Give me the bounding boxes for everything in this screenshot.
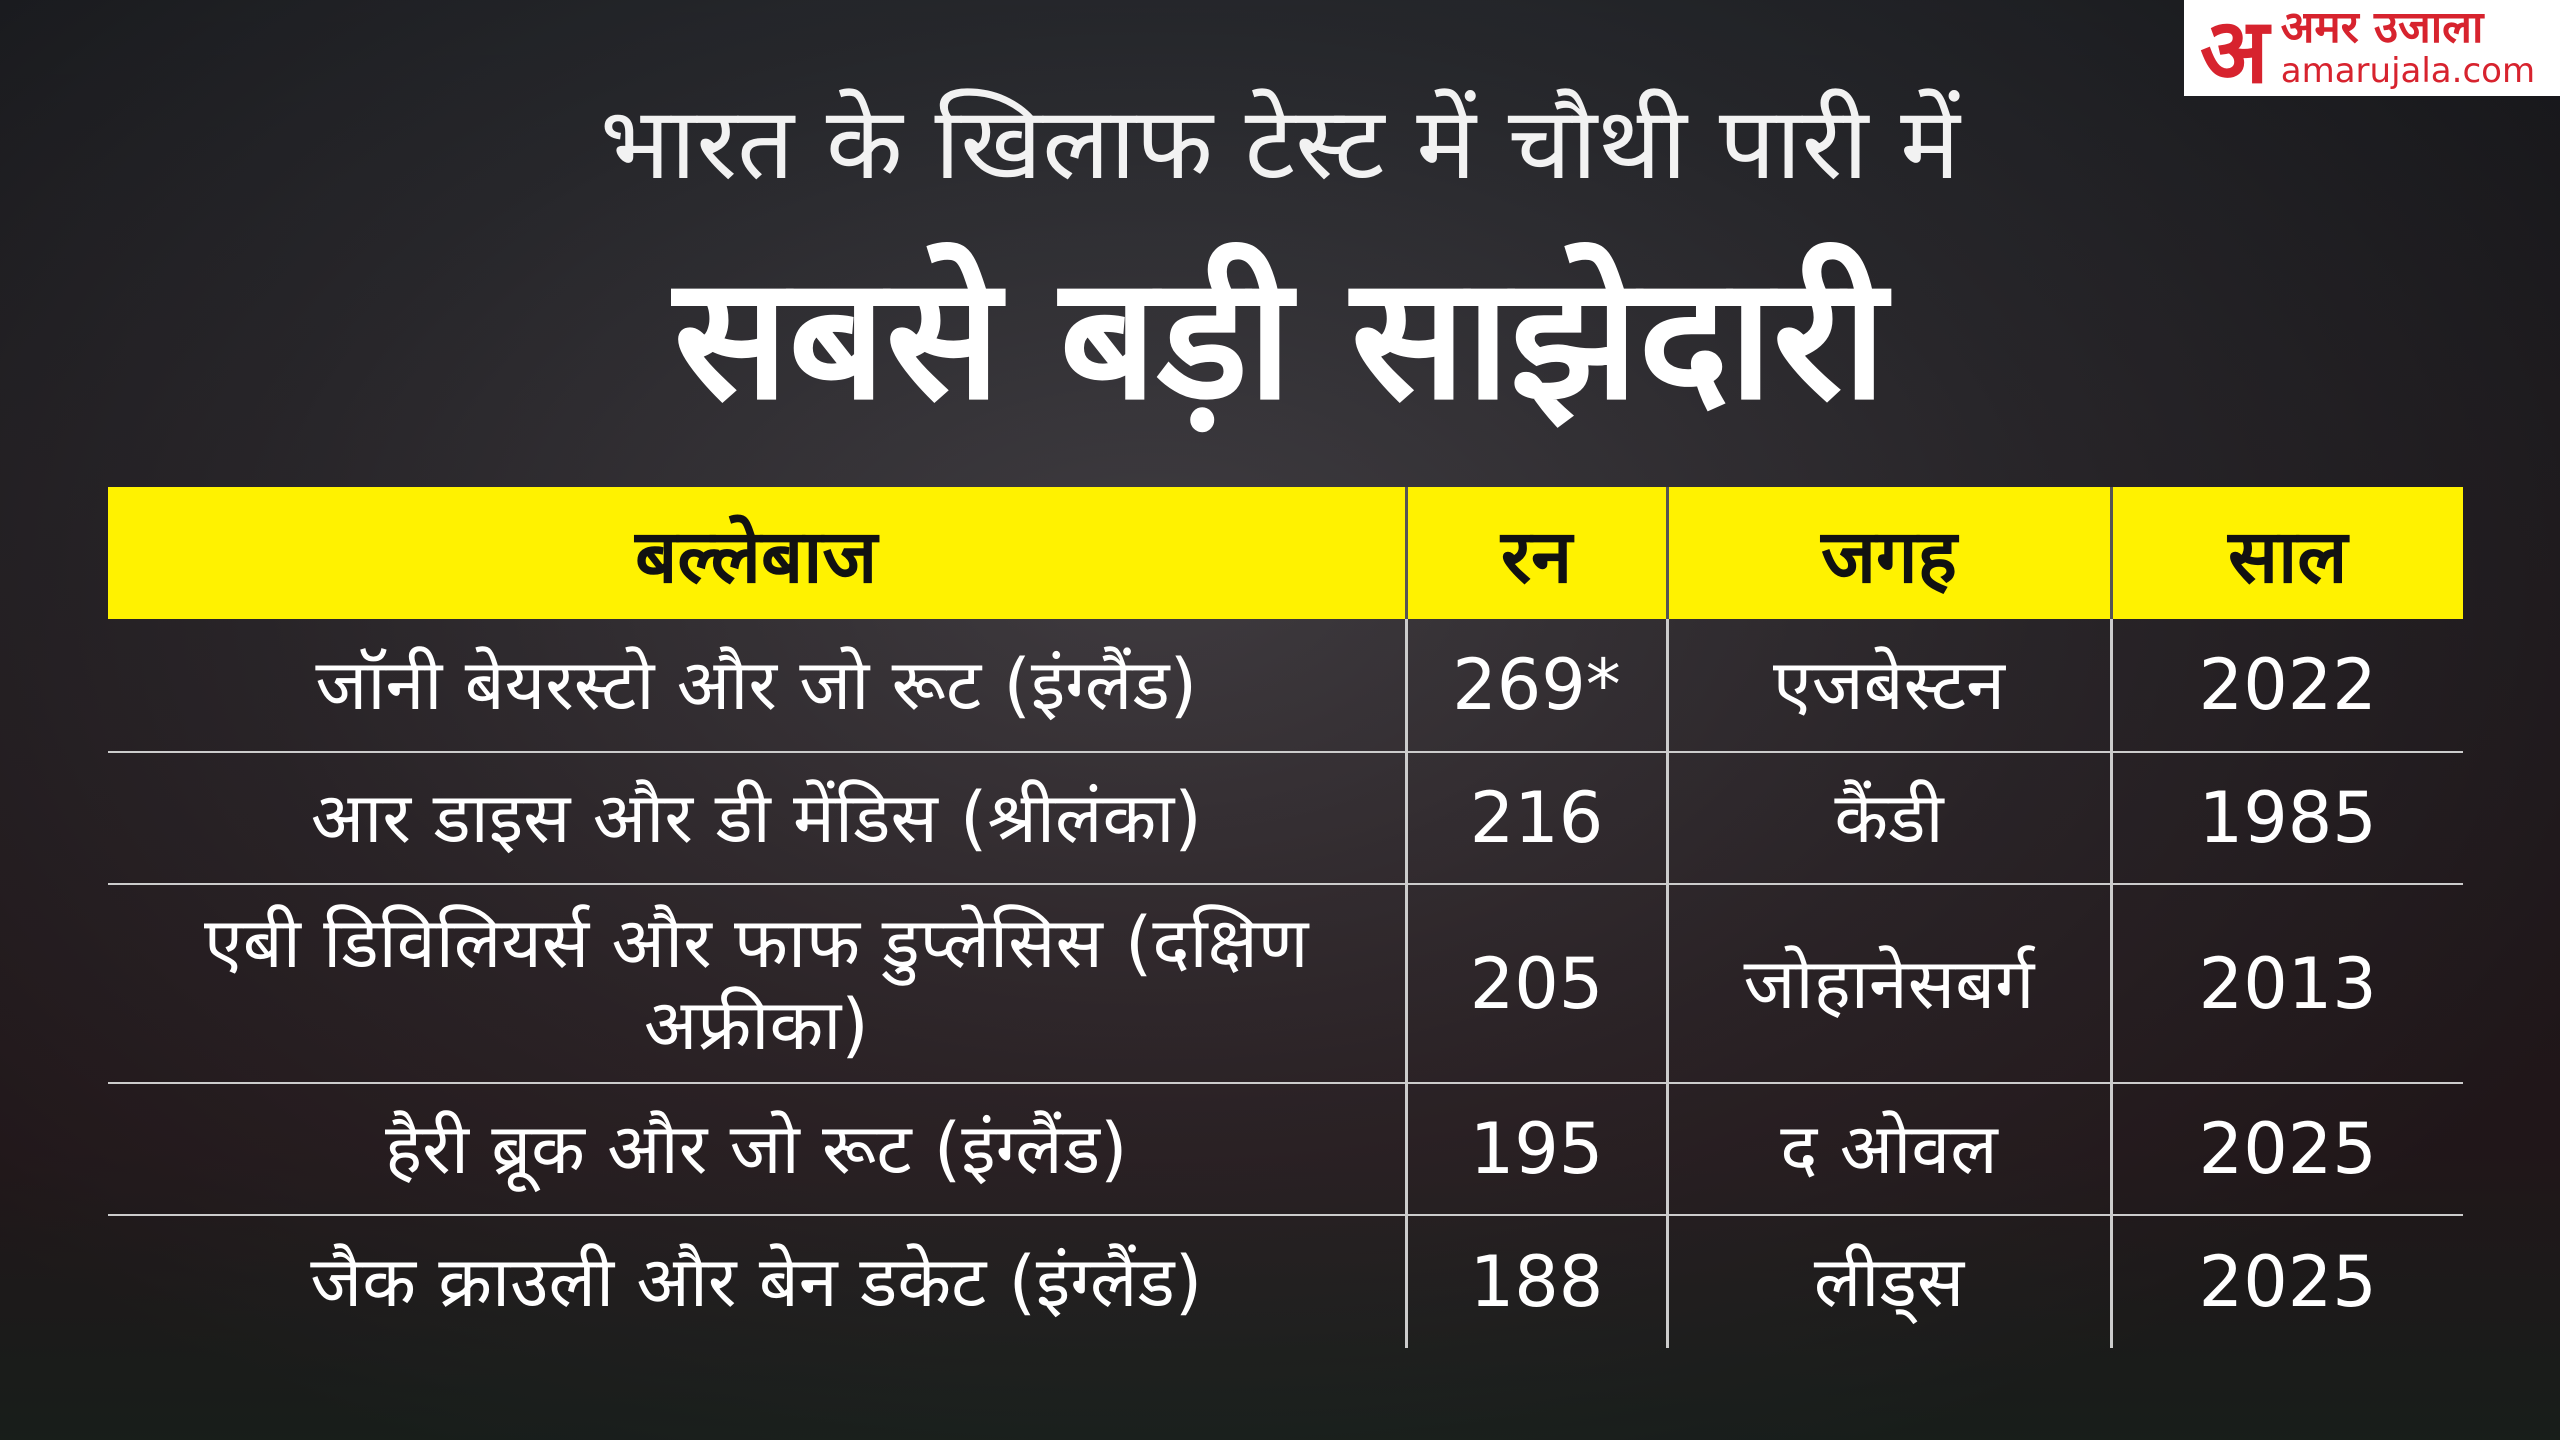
column-header: रन: [1406, 487, 1669, 619]
table-cell: 2013: [2111, 884, 2463, 1084]
table-row: आर डाइस और डी मेंडिस (श्रीलंका) 216 कैंडी 1…: [108, 752, 2463, 885]
logo-mark: अ: [2200, 0, 2269, 104]
table-cell: कैंडी: [1667, 752, 2113, 885]
header-row: बल्लेबाज रन जगह साल: [108, 487, 2463, 619]
subtitle: भारत के खिलाफ टेस्ट में चौथी पारी में: [600, 85, 1960, 202]
table-cell: हैरी ब्रूक और जो रूट (इंग्लैंड): [108, 1083, 1408, 1216]
table: बल्लेबाज रन जगह साल जॉनी बेयरस्टो और जो रूट…: [108, 487, 2463, 1348]
table-cell: जैक क्राउली और बेन डकेट (इंग्लैंड): [108, 1215, 1408, 1348]
table-cell: एजबेस्टन: [1667, 619, 2113, 753]
table-body: जॉनी बेयरस्टो और जो रूट (इंग्लैंड) 269* एज…: [108, 619, 2463, 1348]
table-cell: 195: [1406, 1083, 1669, 1216]
table-cell: 2025: [2111, 1083, 2463, 1216]
table-cell: 2022: [2111, 619, 2463, 753]
table-cell: एबी डिविलियर्स और फाफ डुप्लेसिस (दक्षिण …: [108, 884, 1408, 1084]
table-row: जैक क्राउली और बेन डकेट (इंग्लैंड) 188 लीड…: [108, 1215, 2463, 1348]
table-cell: द ओवल: [1667, 1083, 2113, 1216]
table-cell: 269*: [1406, 619, 1669, 753]
table-cell: 2025: [2198, 1241, 2377, 1323]
title: सबसे बड़ी साझेदारी: [673, 240, 1887, 438]
logo: अ अमर उजाला amarujala.com: [2184, 0, 2560, 104]
table-cell: लीड्स: [1667, 1215, 2113, 1348]
logo-site: amarujala.com: [2280, 51, 2536, 91]
table-cell: आर डाइस और डी मेंडिस (श्रीलंका): [108, 752, 1408, 885]
table-cell: 205: [1406, 884, 1669, 1084]
table-row: हैरी ब्रूक और जो रूट (इंग्लैंड) 195 द ओवल 2…: [108, 1083, 2463, 1216]
table-cell: जॉनी बेयरस्टो और जो रूट (इंग्लैंड): [108, 619, 1408, 753]
column-header: बल्लेबाज: [108, 487, 1408, 619]
logo-text: अमर उजाला amarujala.com: [2280, 2, 2536, 92]
column-header: साल: [2111, 487, 2463, 619]
table-row: जॉनी बेयरस्टो और जो रूट (इंग्लैंड) 269* एज…: [108, 619, 2463, 753]
table-cell: 188: [1406, 1215, 1669, 1348]
table-cell: जोहानेसबर्ग: [1667, 884, 2113, 1084]
table-cell: 216: [1406, 752, 1669, 885]
table-cell: 1985: [2111, 752, 2463, 885]
logo-name: अमर उजाला: [2280, 2, 2484, 53]
table-row: एबी डिविलियर्स और फाफ डुप्लेसिस (दक्षिण …: [108, 884, 2463, 1084]
column-header: जगह: [1667, 487, 2113, 619]
